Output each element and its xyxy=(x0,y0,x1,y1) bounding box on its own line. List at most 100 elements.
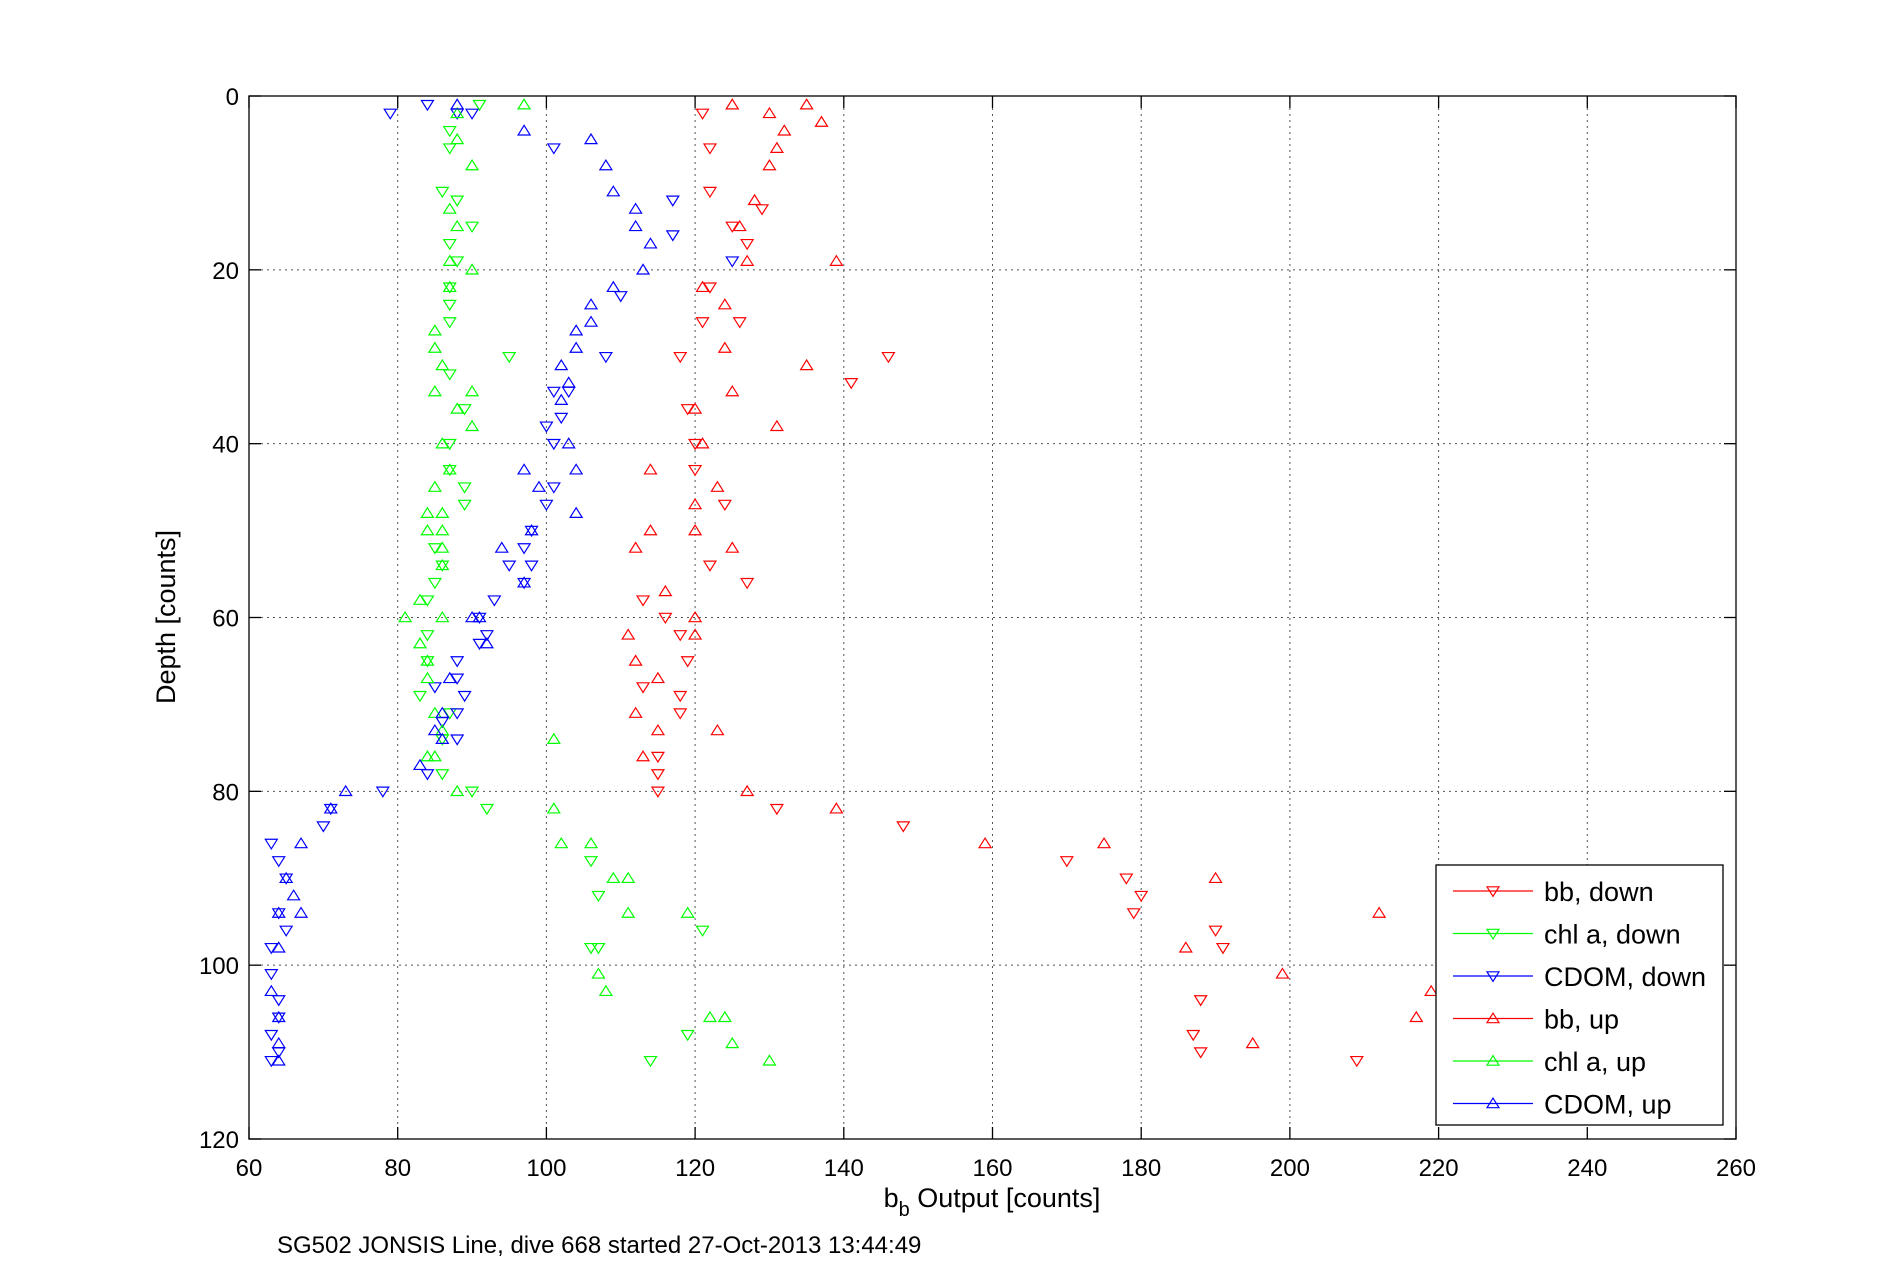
data-point xyxy=(450,656,465,668)
data-point xyxy=(472,610,487,623)
data-point xyxy=(435,186,450,199)
data-point xyxy=(717,499,732,512)
data-point xyxy=(338,784,353,797)
data-point xyxy=(725,256,740,268)
data-point xyxy=(650,671,666,684)
data-point xyxy=(264,838,279,851)
data-point xyxy=(777,124,792,136)
data-point xyxy=(658,584,673,597)
y-tick-label: 120 xyxy=(199,1127,239,1154)
data-point xyxy=(598,984,613,997)
data-point xyxy=(583,942,599,955)
legend-box xyxy=(1435,864,1724,1126)
data-point xyxy=(435,732,450,744)
data-point xyxy=(621,628,636,640)
data-point xyxy=(665,195,680,207)
data-point xyxy=(435,524,450,536)
x-tick-label: 140 xyxy=(824,1155,864,1182)
data-point xyxy=(271,1012,286,1024)
data-point xyxy=(799,358,814,371)
data-point xyxy=(479,630,495,642)
series-4 xyxy=(398,98,777,1066)
data-point xyxy=(457,482,472,494)
data-point xyxy=(546,482,561,494)
data-point xyxy=(450,784,465,797)
x-tick-label: 180 xyxy=(1121,1155,1161,1182)
data-point xyxy=(665,230,680,242)
data-point xyxy=(539,499,554,512)
data-point xyxy=(479,637,495,649)
series-1 xyxy=(412,99,710,1068)
data-point xyxy=(524,525,539,538)
data-point xyxy=(673,351,688,364)
data-point xyxy=(442,369,457,381)
data-point xyxy=(717,1010,732,1023)
data-point xyxy=(412,637,428,649)
data-point xyxy=(561,376,576,388)
data-point xyxy=(517,98,532,110)
data-point xyxy=(977,836,993,849)
data-point xyxy=(546,143,561,155)
x-tick-label: 220 xyxy=(1419,1155,1459,1182)
data-point xyxy=(598,351,613,364)
data-point xyxy=(472,99,487,112)
data-point xyxy=(769,419,784,432)
data-point xyxy=(398,610,413,623)
data-point xyxy=(554,358,569,371)
data-point xyxy=(829,254,844,266)
data-point xyxy=(517,577,532,590)
data-point xyxy=(621,871,636,884)
data-point xyxy=(717,298,732,310)
data-point xyxy=(769,141,784,153)
data-point xyxy=(502,351,517,364)
data-point xyxy=(517,543,532,555)
data-point xyxy=(546,386,561,399)
data-point xyxy=(569,324,584,336)
data-point xyxy=(517,124,532,136)
data-point xyxy=(293,906,309,918)
data-point xyxy=(271,906,286,918)
data-point xyxy=(725,98,740,110)
data-points xyxy=(264,98,1439,1068)
data-point xyxy=(702,186,718,199)
data-point xyxy=(427,324,442,336)
data-point xyxy=(271,995,286,1007)
data-point xyxy=(375,786,390,798)
data-point xyxy=(643,524,658,536)
data-point xyxy=(435,506,450,519)
data-point xyxy=(673,690,688,703)
data-point xyxy=(725,541,740,553)
data-point xyxy=(1245,1036,1260,1049)
legend-marker xyxy=(1485,971,1501,983)
data-point xyxy=(442,254,457,266)
data-point xyxy=(442,671,457,684)
legend-label: bb, down xyxy=(1544,877,1654,907)
data-point xyxy=(680,1029,695,1042)
data-point xyxy=(635,595,651,607)
data-point xyxy=(450,106,465,119)
data-point xyxy=(420,656,435,668)
data-point xyxy=(613,291,628,303)
data-point xyxy=(829,802,844,814)
data-point xyxy=(650,769,666,781)
data-point xyxy=(754,204,770,216)
data-point xyxy=(1059,856,1074,868)
data-point xyxy=(896,821,911,833)
data-point xyxy=(688,402,703,414)
data-point xyxy=(271,1036,286,1049)
data-point xyxy=(435,358,450,371)
data-point xyxy=(531,480,547,492)
data-point xyxy=(427,384,442,397)
data-point xyxy=(271,941,286,953)
data-point xyxy=(695,317,710,329)
data-point xyxy=(279,925,294,937)
y-tick-labels: 0 20 40 60 80 100 120 xyxy=(199,84,239,1154)
data-point xyxy=(457,690,472,703)
legend-label: CDOM, up xyxy=(1544,1090,1672,1120)
data-point xyxy=(695,280,710,293)
data-point xyxy=(643,1055,658,1068)
data-point xyxy=(1096,836,1112,849)
data-point xyxy=(383,108,398,120)
legend-marker xyxy=(1485,1054,1501,1066)
